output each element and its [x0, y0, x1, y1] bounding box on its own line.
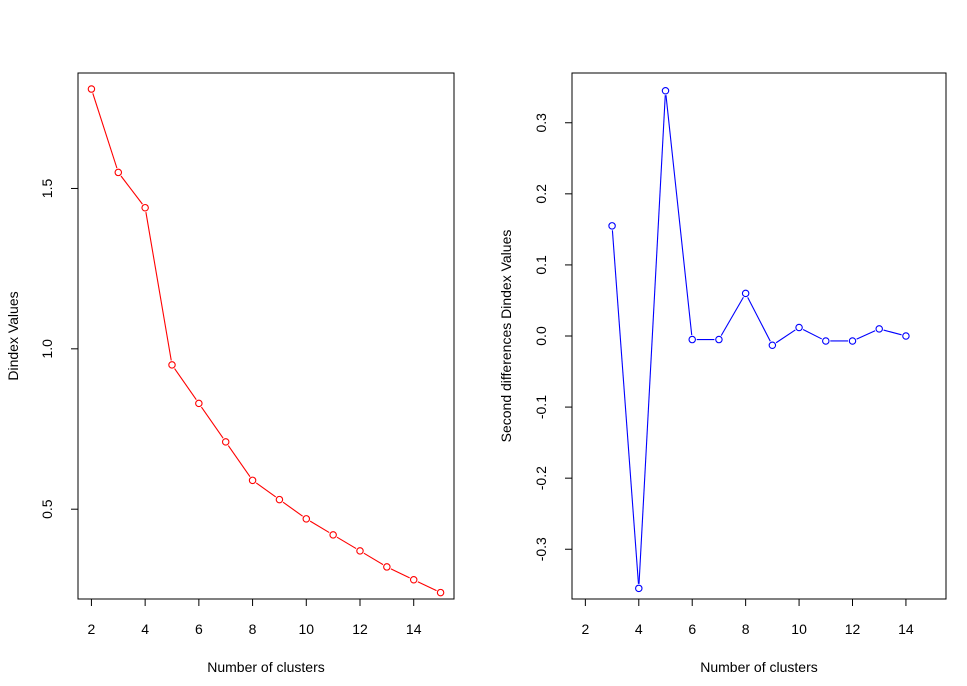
- series-line-segment: [417, 581, 437, 592]
- x-tick-label: 4: [635, 621, 643, 637]
- y-tick-label: 0.2: [533, 184, 549, 204]
- series-line-segment: [775, 329, 796, 344]
- series-line-segment: [120, 175, 143, 205]
- y-tick-label: 1.0: [39, 339, 55, 359]
- y-tick-label: 0.5: [39, 499, 55, 519]
- series-line-segment: [336, 536, 357, 550]
- y-axis-label: Second differences Dindex Values: [498, 230, 514, 443]
- data-point: [635, 584, 643, 593]
- data-point: [902, 332, 910, 340]
- series-line-segment: [200, 406, 224, 439]
- x-tick-label: 8: [742, 621, 750, 637]
- x-tick-label: 4: [141, 621, 149, 637]
- series-line-segment: [145, 212, 172, 361]
- x-tick-label: 14: [898, 621, 914, 637]
- x-tick-label: 2: [88, 621, 96, 637]
- y-tick-label: -0.3: [533, 537, 549, 561]
- data-point: [741, 289, 750, 298]
- data-point: [248, 476, 257, 485]
- series-line-segment: [363, 552, 384, 566]
- series-line-segment: [611, 230, 640, 584]
- x-tick-label: 14: [406, 621, 422, 637]
- data-point: [715, 335, 723, 344]
- data-point: [608, 222, 616, 230]
- data-point: [848, 337, 857, 345]
- series-line-segment: [174, 368, 197, 400]
- x-axis-label: Number of clusters: [700, 659, 817, 675]
- data-point: [221, 438, 230, 446]
- data-point: [302, 515, 311, 523]
- series-line-segment: [638, 95, 666, 584]
- data-point: [436, 588, 445, 597]
- data-point: [329, 531, 337, 539]
- series-line-segment: [665, 95, 693, 336]
- data-point: [822, 337, 830, 345]
- plot-frame: [77, 72, 455, 600]
- data-point: [383, 563, 391, 571]
- x-tick-label: 6: [195, 621, 203, 637]
- x-tick-label: 10: [791, 621, 807, 637]
- data-point: [141, 203, 149, 212]
- data-point: [87, 85, 96, 93]
- series-line-segment: [720, 296, 744, 336]
- data-point: [875, 325, 883, 333]
- x-tick-label: 12: [352, 621, 368, 637]
- y-axis-label: Dindex Values: [5, 291, 21, 380]
- y-tick-label: 1.5: [39, 179, 55, 199]
- chart-panel-2: 2 4 6 8 10 12 14 -0.3 -0.2 -0.1 0.0 0.1 0.2 0.3 Number…: [498, 72, 947, 675]
- series-line-segment: [92, 93, 118, 169]
- series-line-segment: [227, 445, 251, 477]
- data-point: [114, 168, 123, 177]
- series-line-segment: [309, 520, 330, 534]
- y-tick-label: 0.1: [533, 255, 549, 275]
- series-line-segment: [802, 329, 823, 340]
- data-point: [795, 323, 803, 332]
- data-point: [409, 576, 418, 584]
- y-tick-label: -0.2: [533, 466, 549, 490]
- x-tick-label: 6: [688, 621, 696, 637]
- y-tick-label: 0.3: [533, 113, 549, 133]
- y-tick-label: -0.1: [533, 395, 549, 419]
- chart-panel-1: 2 4 6 8 10 12 14 0.5 1.0 1.5 Number of clusters Din…: [5, 72, 455, 675]
- data-point: [275, 495, 284, 504]
- data-point: [356, 547, 364, 555]
- data-point: [661, 87, 670, 95]
- series-line-segment: [390, 568, 410, 579]
- data-point: [688, 335, 696, 344]
- data-point: [168, 361, 176, 369]
- series-line-segment: [856, 330, 876, 340]
- plot-frame: [571, 72, 947, 600]
- x-tick-label: 8: [249, 621, 257, 637]
- data-point: [768, 341, 777, 349]
- data-point: [195, 399, 203, 408]
- series-line-segment: [883, 329, 902, 336]
- x-tick-label: 10: [298, 621, 314, 637]
- series-line-segment: [255, 482, 277, 498]
- x-axis-label: Number of clusters: [207, 659, 324, 675]
- x-tick-label: 2: [581, 621, 589, 637]
- series-line-segment: [282, 501, 303, 517]
- series-line-segment: [747, 297, 771, 342]
- x-tick-label: 12: [845, 621, 861, 637]
- y-tick-label: 0.0: [533, 326, 549, 346]
